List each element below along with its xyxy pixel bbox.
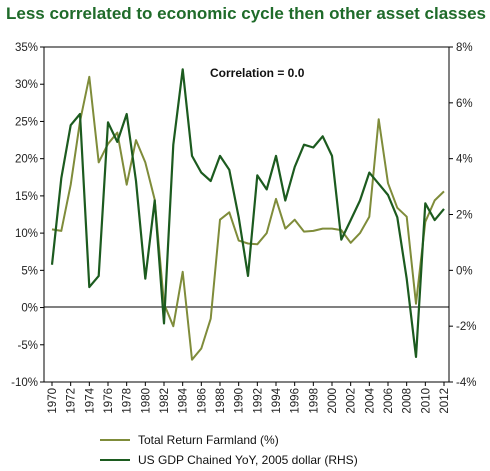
x-tick-label: 1980 [140, 388, 152, 414]
left-tick-label: 35% [15, 42, 38, 54]
x-tick-label: 1974 [84, 387, 96, 413]
x-tick-label: 1986 [196, 388, 208, 414]
x-tick-label: 2010 [420, 388, 432, 414]
left-tick-label: -5% [18, 340, 38, 352]
legend: Total Return Farmland (%) US GDP Chained… [100, 430, 358, 470]
x-tick-label: 2006 [383, 388, 395, 414]
left-tick-label: 15% [15, 191, 38, 203]
x-tick-label: 2000 [327, 388, 339, 414]
legend-swatch-gdp [100, 459, 130, 461]
series-line-farmland [51, 75, 445, 361]
right-tick-label: 6% [456, 98, 473, 110]
left-tick-label: 10% [15, 228, 38, 240]
left-tick-label: 30% [15, 79, 38, 91]
x-tick-label: 2004 [364, 387, 376, 413]
correlation-annotation: Correlation = 0.0 [210, 66, 305, 80]
x-tick-label: 1970 [47, 388, 59, 414]
left-tick-label: 0% [21, 303, 38, 315]
x-tick-label: 1976 [103, 388, 115, 414]
legend-label-gdp: US GDP Chained YoY, 2005 dollar (RHS) [138, 453, 358, 467]
legend-swatch-farmland [100, 439, 130, 441]
x-tick-label: 1990 [234, 388, 246, 414]
x-tick-label: 2002 [346, 388, 358, 414]
x-tick-label: 1988 [215, 388, 227, 414]
right-tick-label: -4% [456, 377, 476, 389]
x-tick-label: 2008 [402, 388, 414, 414]
series-line-gdp [50, 68, 445, 358]
legend-label-farmland: Total Return Farmland (%) [138, 433, 279, 447]
x-tick-label: 1996 [290, 388, 302, 414]
left-tick-label: 5% [21, 265, 38, 277]
x-tick-label: 1998 [308, 388, 320, 414]
x-tick-label: 1978 [122, 388, 134, 414]
right-tick-label: 0% [456, 265, 473, 277]
legend-item-gdp: US GDP Chained YoY, 2005 dollar (RHS) [100, 450, 358, 470]
right-tick-label: -2% [456, 321, 476, 333]
left-tick-label: -10% [11, 377, 38, 389]
x-tick-label: 1984 [178, 387, 190, 413]
right-tick-label: 2% [456, 210, 473, 222]
x-tick-label: 1994 [271, 387, 283, 413]
x-tick-label: 2012 [439, 388, 451, 414]
x-tick-label: 1982 [159, 388, 171, 414]
chart-title: Less correlated to economic cycle then o… [6, 4, 486, 23]
x-tick-label: 1972 [66, 388, 78, 414]
legend-item-farmland: Total Return Farmland (%) [100, 430, 358, 450]
x-tick-label: 1992 [252, 388, 264, 414]
right-tick-label: 4% [456, 154, 473, 166]
left-tick-label: 25% [15, 116, 38, 128]
left-tick-label: 20% [15, 154, 38, 166]
right-tick-label: 8% [456, 42, 473, 54]
